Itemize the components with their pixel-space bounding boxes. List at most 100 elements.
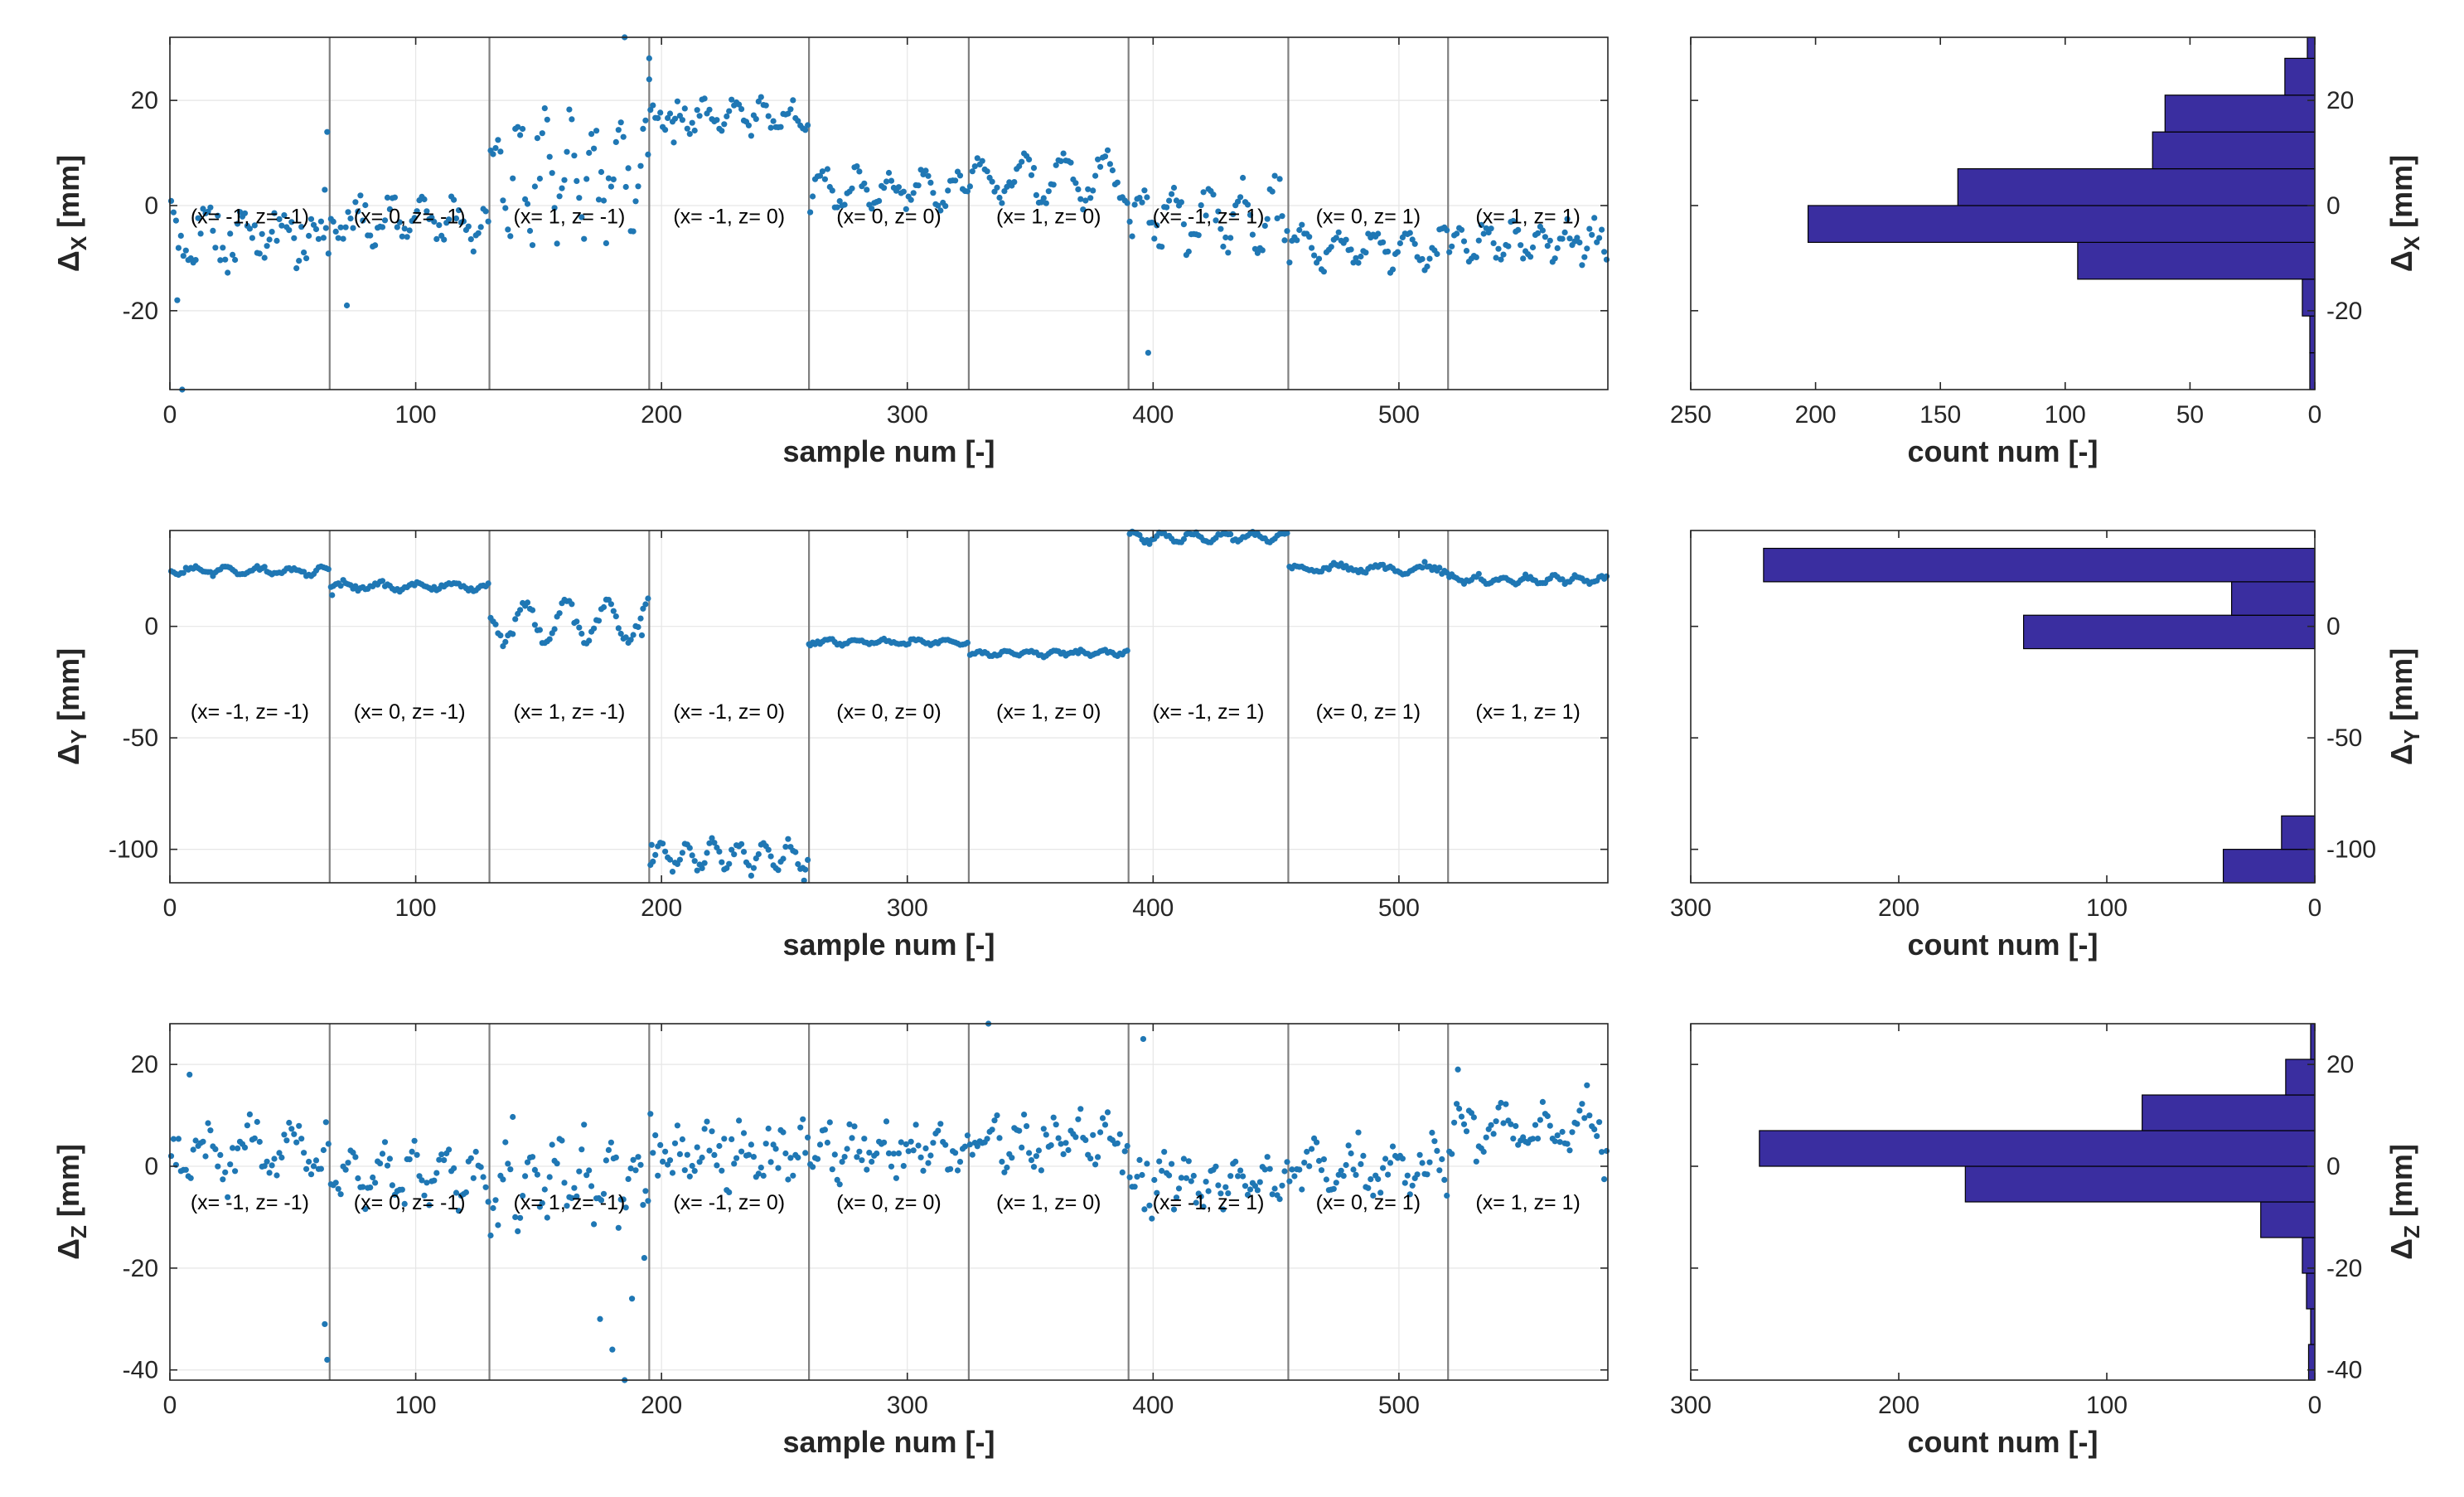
data-point (367, 232, 374, 239)
data-point (1596, 1119, 1603, 1126)
data-point (1343, 1161, 1349, 1169)
data-point (1180, 1155, 1187, 1162)
data-point (1480, 230, 1487, 237)
data-point (453, 215, 460, 222)
outlier-point (597, 1315, 603, 1322)
data-point (515, 1228, 521, 1234)
data-point (662, 1148, 669, 1155)
data-point (531, 622, 539, 628)
data-point (1180, 535, 1187, 543)
data-point (1537, 1117, 1543, 1123)
x-tick-label: 500 (1378, 1392, 1420, 1419)
x-tick-label: 300 (887, 1392, 928, 1419)
data-point (1551, 255, 1558, 262)
data-point (283, 1137, 290, 1144)
data-point (1180, 221, 1187, 228)
x-axis-label: sample num [-] (782, 434, 995, 468)
data-point (1594, 1133, 1600, 1140)
x-tick-label: 400 (1132, 894, 1174, 922)
data-point (1431, 1138, 1438, 1145)
data-point (920, 1167, 927, 1174)
data-point (922, 1145, 929, 1151)
data-point (1166, 197, 1173, 204)
segment-label: (x= 0, z= 1) (1316, 206, 1421, 229)
data-point (1124, 1142, 1130, 1150)
data-point (507, 233, 514, 240)
data-point (345, 209, 351, 216)
data-point (831, 1151, 838, 1158)
y-label-subscript: X (66, 235, 91, 250)
data-point (492, 145, 499, 152)
data-point (246, 225, 253, 232)
data-point (227, 230, 234, 237)
data-point (1547, 1122, 1553, 1129)
outlier-point (670, 139, 677, 146)
data-point (1203, 212, 1209, 219)
data-point (1193, 1199, 1199, 1206)
data-point (1045, 188, 1052, 195)
data-point (691, 127, 698, 134)
data-point (274, 1172, 280, 1179)
data-point (1579, 1101, 1585, 1107)
data-point (409, 1148, 415, 1155)
data-point (660, 1158, 666, 1165)
data-point (1385, 1171, 1392, 1178)
data-point (337, 583, 344, 589)
data-point (370, 1174, 376, 1181)
data-point (650, 858, 656, 865)
data-point (851, 1123, 858, 1130)
data-point (1225, 1190, 1232, 1197)
x-tick-label: 300 (1670, 894, 1711, 922)
data-point (352, 199, 359, 206)
data-point (750, 865, 758, 871)
data-point (716, 848, 723, 855)
data-point (782, 1150, 789, 1157)
data-point (1134, 1174, 1140, 1180)
data-point (167, 197, 175, 204)
data-point (1503, 1101, 1509, 1107)
data-point (903, 1141, 909, 1148)
outlier-point (806, 641, 812, 647)
data-point (674, 98, 681, 104)
data-point (645, 595, 651, 602)
y-tick-label: -20 (123, 1255, 158, 1282)
data-point (1151, 1176, 1158, 1184)
x-tick-label: 200 (641, 894, 682, 922)
data-point (381, 1139, 389, 1146)
data-point (1508, 1121, 1514, 1127)
y-axis-label: ΔZ [mm] (2384, 1144, 2424, 1260)
data-point (1195, 232, 1202, 239)
data-point (269, 1162, 275, 1169)
data-point (505, 226, 511, 233)
segment-label: (x= -1, z= 1) (1153, 1191, 1265, 1214)
data-point (1185, 1158, 1192, 1165)
data-point (1077, 196, 1084, 202)
data-point (1090, 187, 1096, 194)
data-point (1240, 174, 1247, 182)
data-point (217, 257, 224, 264)
data-point (839, 1159, 845, 1165)
y-axis-label-text: ΔY [mm] (51, 648, 91, 765)
histogram-bar (2307, 36, 2316, 59)
data-point (740, 1130, 748, 1136)
data-point (622, 183, 629, 191)
data-point (790, 97, 796, 104)
data-point (1146, 1202, 1153, 1209)
data-point (379, 224, 386, 230)
data-point (431, 218, 438, 225)
data-point (222, 256, 229, 263)
data-point (874, 1151, 880, 1157)
data-point (298, 1136, 305, 1142)
data-point (947, 1165, 954, 1172)
data-point (507, 1166, 514, 1173)
histogram-panel-hist-y: 300 200 100 0 -100 -50 0 count num [-] ΔY [mm] (1670, 530, 2424, 962)
data-point (217, 1151, 224, 1158)
data-point (175, 1136, 182, 1142)
data-point (512, 616, 519, 623)
y-label-delta: Δ (2384, 1238, 2418, 1260)
data-point (406, 227, 413, 234)
data-point (424, 208, 430, 215)
data-point (956, 172, 964, 179)
data-point (1217, 225, 1224, 232)
data-point (775, 867, 782, 874)
